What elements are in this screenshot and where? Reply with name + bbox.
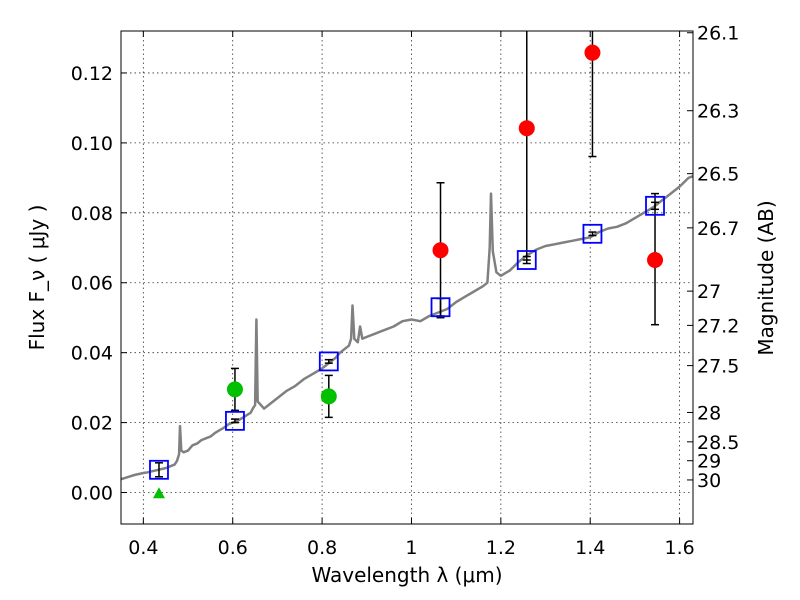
grid-lines [121,31,693,524]
x-tick-label: 1.2 [486,537,516,559]
right-tick-label: 26.5 [697,164,739,186]
right-tick-label: 26.7 [697,218,739,240]
x-tick-label: 0.8 [307,537,337,559]
y-tick-label: 0.02 [71,413,113,435]
right-tick-label: 26.1 [697,23,739,45]
y-tick-label: 0.12 [71,63,113,85]
x-tick-label: 1.6 [664,537,694,559]
circle-marker [647,252,664,269]
square-marker [318,351,339,372]
x-tick-label: 0.4 [128,537,158,559]
right-tick-label: 27.2 [697,315,739,337]
y-tick-label: 0.10 [71,133,113,155]
square-marker [516,250,537,270]
right-tick-label: 29 [697,451,721,473]
square-marker [582,223,603,244]
x-tick-label: 0.6 [218,537,248,559]
y-axis-label-right: Magnitude (AB) [754,200,778,355]
right-tick-label: 28 [697,402,721,424]
y-tick-label: 0.06 [71,273,113,295]
x-tick-label: 1 [405,537,417,559]
square-marker [645,195,665,216]
right-tick-label: 27.5 [697,356,739,378]
x-tick-label: 1.4 [575,537,605,559]
square-marker [225,410,245,431]
plot-frame [120,30,694,525]
circle-marker [226,381,243,398]
square-marker [430,297,451,318]
circle-marker [584,44,601,61]
y-tick-label: 0.04 [71,343,113,365]
spectrum-line [120,174,694,481]
y-axis-label-left: Flux F_ν ( μJy ) [25,205,49,351]
right-tick-label: 30 [697,470,721,492]
circle-marker [518,120,535,137]
model-spectrum [120,174,694,481]
x-axis-label: Wavelength λ (μm) [311,563,502,587]
triangle-marker [152,487,165,499]
circle-marker [320,388,337,405]
y-tick-label: 0.00 [71,483,113,505]
right-tick-label: 27 [697,281,721,303]
circle-marker [432,242,449,259]
right-tick-label: 28.5 [697,432,739,454]
data-markers [149,44,665,499]
right-tick-label: 26.3 [697,101,739,123]
axis-ticks: 0.4 0.6 0.8 1 1.2 1.4 1.6 0.00 0.02 0.04 0.06 0.08 0… [71,23,740,559]
square-marker [149,459,169,480]
y-tick-label: 0.08 [71,203,113,225]
error-bars [154,31,660,478]
